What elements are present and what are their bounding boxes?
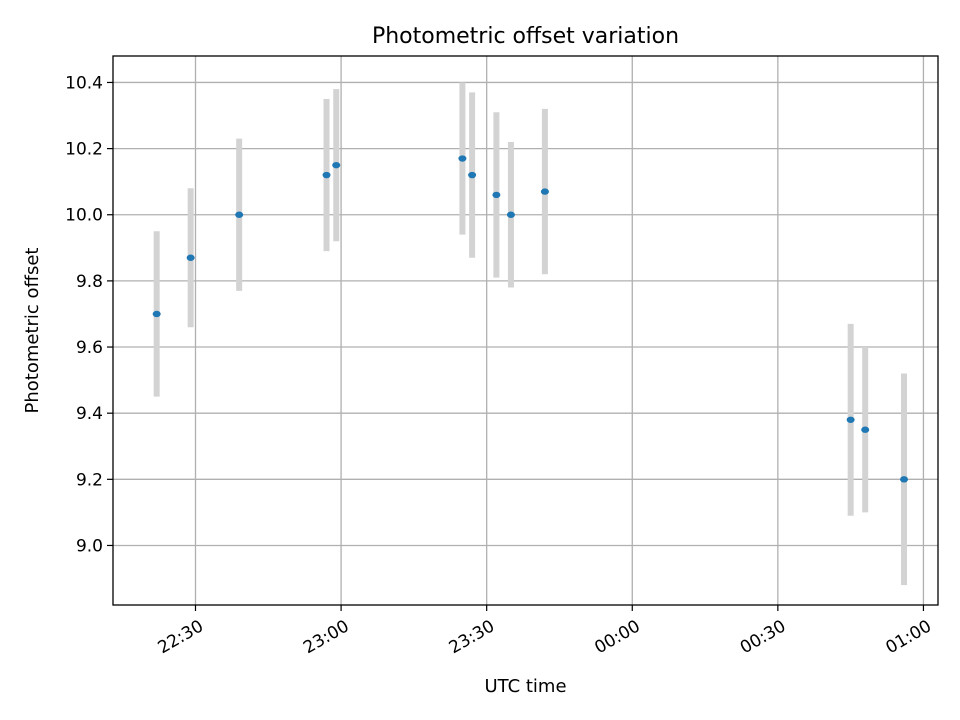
y-axis-label: Photometric offset xyxy=(22,248,43,414)
x-tick-label: 23:30 xyxy=(446,616,498,658)
y-tick-label: 10.2 xyxy=(65,140,103,160)
grid-lines xyxy=(113,56,938,605)
data-point xyxy=(322,171,331,179)
data-point xyxy=(332,161,341,169)
error-bars xyxy=(153,82,908,586)
data-point xyxy=(468,171,477,179)
y-tick-label: 9.0 xyxy=(76,536,103,556)
x-tick-label: 00:00 xyxy=(591,616,643,658)
data-point xyxy=(861,426,870,433)
data-point xyxy=(186,254,195,261)
data-point xyxy=(900,476,909,483)
y-tick-label: 9.2 xyxy=(76,470,103,490)
x-axis-label: UTC time xyxy=(484,676,566,697)
data-point xyxy=(492,191,501,199)
y-tick-label: 9.8 xyxy=(76,272,103,292)
data-point xyxy=(506,211,515,218)
plot-frame xyxy=(112,55,939,606)
data-points xyxy=(152,155,909,483)
x-axis-ticks: 22:30 23:00 23:30 00:00 00:30 01:00 xyxy=(155,605,935,658)
y-tick-label: 9.6 xyxy=(76,338,103,358)
data-point xyxy=(540,188,549,195)
data-point xyxy=(235,211,244,218)
x-tick-label: 22:30 xyxy=(155,616,207,658)
chart-title: Photometric offset variation xyxy=(372,24,679,49)
y-tick-label: 10.4 xyxy=(65,73,103,93)
data-point xyxy=(458,155,467,162)
y-tick-label: 10.0 xyxy=(65,206,103,226)
y-axis-ticks: 9.0 9.2 9.4 9.6 9.8 10.0 10.2 10.4 xyxy=(65,73,113,556)
x-tick-label: 23:00 xyxy=(300,616,352,658)
y-tick-label: 9.4 xyxy=(76,404,103,424)
data-point xyxy=(152,310,161,318)
data-point xyxy=(846,416,855,423)
x-tick-label: 00:30 xyxy=(737,616,789,658)
x-tick-label: 01:00 xyxy=(883,616,935,658)
